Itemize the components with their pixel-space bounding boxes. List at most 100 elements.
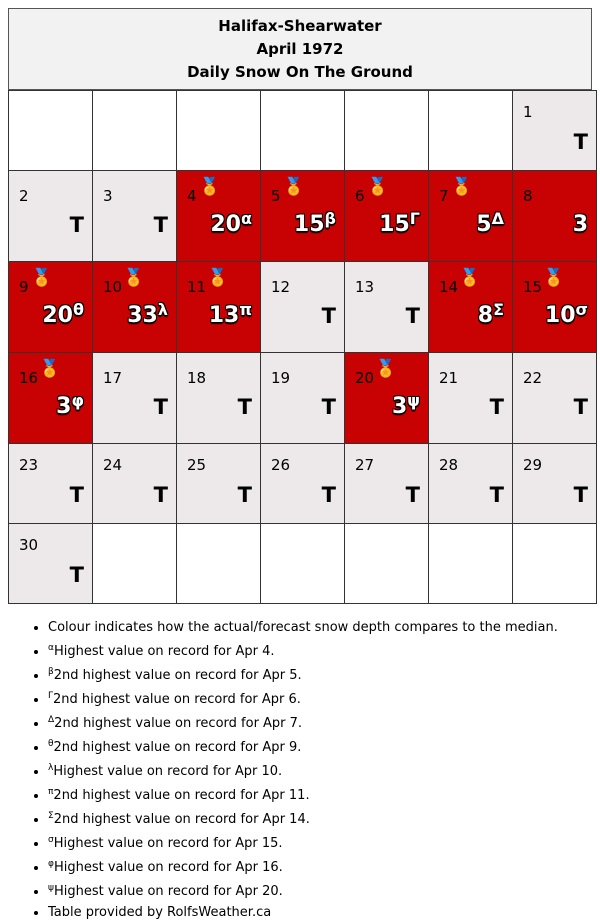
record-marker: φ (71, 391, 84, 410)
empty-cell (344, 523, 429, 604)
snow-depth-number: 20 (210, 212, 241, 237)
day-cell: 21 T (428, 352, 513, 444)
day-number: 29 (523, 456, 543, 474)
snow-depth-value: T (154, 483, 168, 507)
snow-depth-number: T (573, 395, 588, 419)
footnote-marker: Σ (48, 811, 54, 821)
day-cell: 23 T (8, 443, 93, 524)
footnote-item: σHighest value on record for Apr 15. (48, 830, 558, 854)
day-number: 1 (523, 103, 533, 121)
footnote-text: 2nd highest value on record for Apr 9. (53, 740, 302, 755)
snow-depth-number: T (237, 483, 252, 507)
snow-depth-value: 13π (209, 300, 252, 328)
footnote-item: λHighest value on record for Apr 10. (48, 758, 558, 782)
record-marker: α (241, 209, 252, 228)
footnote-marker: φ (48, 859, 54, 869)
day-cell: 12 T (260, 261, 345, 353)
day-cell: 16 🏅 3φ (8, 352, 93, 444)
day-number: 5 (271, 187, 281, 205)
snow-depth-value: T (70, 213, 84, 237)
day-cell: 27 T (344, 443, 429, 524)
snow-depth-value: 20θ (42, 300, 84, 328)
day-cell: 14 🏅 8Σ (428, 261, 513, 353)
snow-depth-number: T (153, 483, 168, 507)
snow-depth-value: T (574, 130, 588, 154)
snow-depth-value: T (406, 483, 420, 507)
gold-medal-icon: 🏅 (39, 359, 61, 379)
day-number: 13 (355, 278, 375, 296)
day-cell: 19 T (260, 352, 345, 444)
snow-depth-value: T (154, 395, 168, 419)
snow-depth-number: 20 (42, 303, 73, 328)
empty-cell (176, 90, 261, 171)
footnote-marker: θ (48, 739, 54, 749)
week-row: 2 T 3 T 4 🏅 20α 5 🏅 15β 6 🏅 15Γ 7 🏅 5Δ 8 3 (8, 170, 597, 262)
footnote-text: 2nd highest value on record for Apr 5. (53, 668, 302, 683)
record-marker: β (324, 209, 336, 228)
footnote-marker: β (48, 667, 54, 677)
snow-depth-value: T (322, 304, 336, 328)
week-row: 23 T 24 T 25 T 26 T 27 T 28 T 29 T (8, 443, 597, 524)
day-number: 28 (439, 456, 459, 474)
day-cell: 15 🏅 10σ (512, 261, 597, 353)
footnote-text: 2nd highest value on record for Apr 6. (53, 692, 301, 707)
day-number: 23 (19, 456, 39, 474)
gold-medal-icon: 🏅 (123, 268, 145, 288)
day-cell: 25 T (176, 443, 261, 524)
day-number: 22 (523, 369, 543, 387)
snow-depth-value: T (322, 395, 336, 419)
day-cell: 29 T (512, 443, 597, 524)
snow-depth-value: 33λ (127, 300, 168, 328)
table-subtitle: Daily Snow On The Ground (187, 62, 413, 81)
footnote-text: Highest value on record for Apr 20. (53, 884, 283, 899)
snow-depth-number: T (153, 395, 168, 419)
footnote-text: 2nd highest value on record for Apr 11. (53, 788, 310, 803)
snow-depth-number: T (69, 213, 84, 237)
footnote-marker: Δ (48, 715, 55, 725)
empty-cell (260, 90, 345, 171)
empty-cell (8, 90, 93, 171)
snow-depth-number: 5 (476, 212, 492, 237)
day-number: 7 (439, 187, 449, 205)
footnote-item: φHighest value on record for Apr 16. (48, 854, 558, 878)
snow-depth-value: T (70, 563, 84, 587)
snow-depth-number: 33 (127, 303, 158, 328)
day-cell: 26 T (260, 443, 345, 524)
footnote-text: Highest value on record for Apr 10. (53, 764, 283, 779)
footnote-text: 2nd highest value on record for Apr 14. (53, 812, 310, 827)
snow-depth-value: T (70, 483, 84, 507)
day-number: 9 (19, 278, 29, 296)
day-number: 21 (439, 369, 459, 387)
snow-depth-value: 15Γ (379, 209, 420, 237)
silver-medal-icon: 🏅 (31, 268, 53, 288)
footnote-marker: Γ (48, 691, 54, 701)
silver-medal-icon: 🏅 (459, 268, 481, 288)
snow-depth-number: T (573, 130, 588, 154)
snow-depth-value: 10σ (545, 300, 588, 328)
snow-depth-value: 3 (573, 212, 588, 237)
snow-depth-number: 3 (391, 394, 408, 419)
day-cell: 13 T (344, 261, 429, 353)
snow-depth-value: 15β (294, 209, 336, 237)
snow-depth-number: 15 (293, 212, 325, 237)
day-number: 4 (187, 187, 197, 205)
snow-depth-number: T (405, 483, 420, 507)
record-marker: Δ (491, 209, 504, 228)
snow-depth-value: T (238, 483, 252, 507)
day-cell: 9 🏅 20θ (8, 261, 93, 353)
record-marker: σ (575, 300, 588, 319)
day-number: 12 (271, 278, 291, 296)
day-cell: 6 🏅 15Γ (344, 170, 429, 262)
snow-depth-value: T (574, 395, 588, 419)
record-marker: θ (73, 300, 84, 319)
empty-cell (512, 523, 597, 604)
calendar: Halifax-Shearwater April 1972 Daily Snow… (8, 8, 597, 604)
snow-depth-number: T (237, 395, 252, 419)
footnote-text: 2nd highest value on record for Apr 7. (54, 716, 303, 731)
snow-depth-value: 3φ (56, 391, 84, 419)
day-cell: 4 🏅 20α (176, 170, 261, 262)
footnote-text: Table provided by RolfsWeather.ca (48, 905, 272, 920)
record-marker: ψ (407, 391, 420, 410)
footnote-item: Table provided by RolfsWeather.ca (48, 902, 558, 923)
